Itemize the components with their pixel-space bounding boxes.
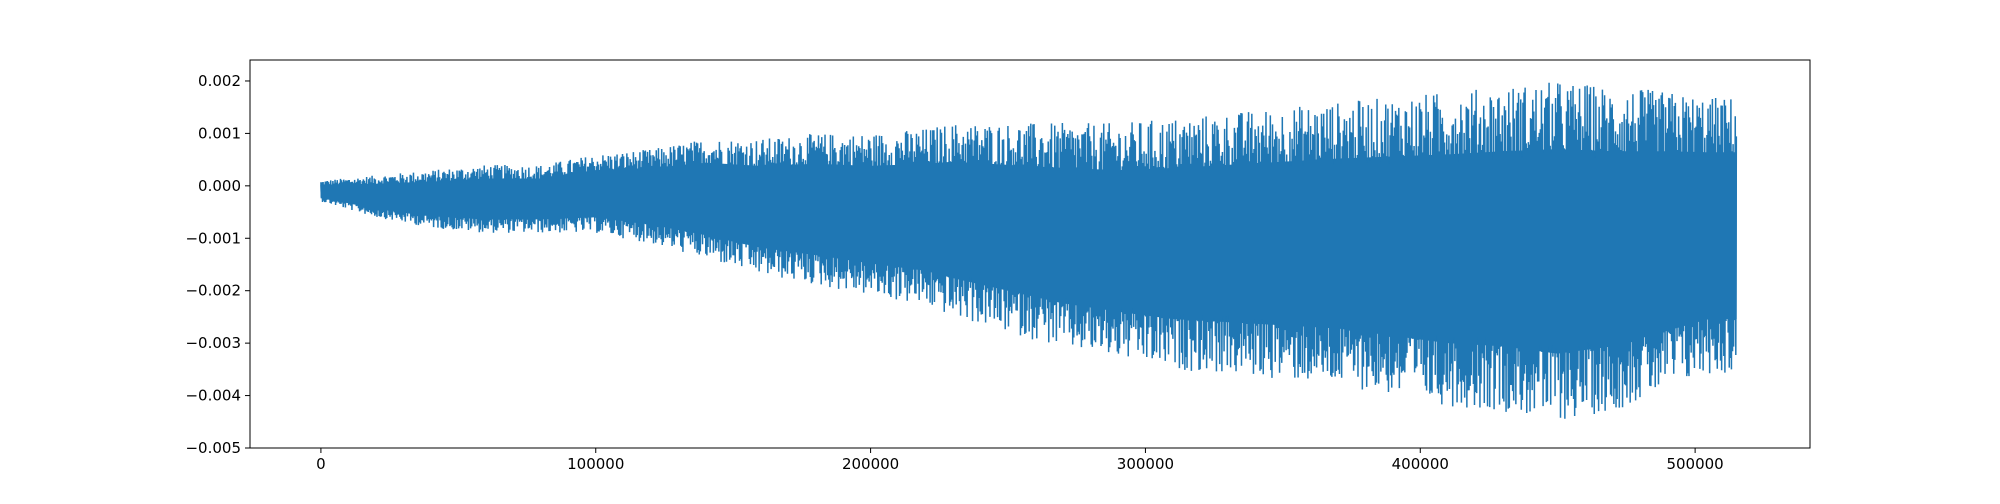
x-tick-label: 300000 xyxy=(1117,455,1174,473)
y-tick-label: −0.003 xyxy=(185,334,241,352)
axes-layer: 0 100000 200000 300000 400000 500000 0.002 0.00… xyxy=(185,59,1811,473)
x-tick-label: 500000 xyxy=(1666,455,1723,473)
x-tick-label: 100000 xyxy=(567,455,624,473)
y-tick-label: −0.005 xyxy=(185,439,241,457)
x-tick-label: 400000 xyxy=(1392,455,1449,473)
waveform-line xyxy=(320,82,1738,419)
y-tick-label: −0.002 xyxy=(185,282,241,300)
x-tick-label: 0 xyxy=(316,455,326,473)
plot-frame xyxy=(249,59,1811,449)
y-tick-label: 0.002 xyxy=(198,72,241,90)
y-tick-label: 0.001 xyxy=(198,124,241,142)
y-tick-label: −0.004 xyxy=(185,387,241,405)
y-tick-label: 0.000 xyxy=(198,177,241,195)
y-tick-label: −0.001 xyxy=(185,229,241,247)
series-layer xyxy=(320,82,1738,419)
x-tick-label: 200000 xyxy=(842,455,899,473)
